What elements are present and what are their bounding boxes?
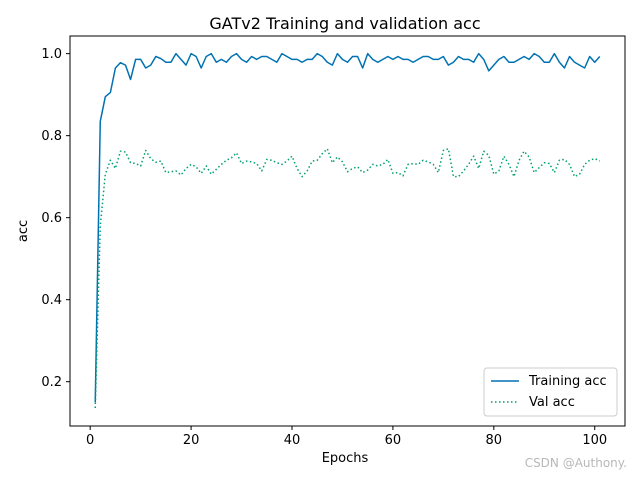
series-line-training-acc — [94, 52, 601, 403]
x-axis-label: Epochs — [322, 451, 369, 466]
series-line-val-acc — [94, 148, 601, 408]
x-axis-ticks: 0 20 40 60 80 100 — [86, 426, 607, 448]
legend: Training acc Val acc — [483, 367, 618, 417]
y-tick-label: 1.0 — [41, 47, 62, 62]
watermark-text: CSDN @Authony. — [525, 456, 627, 470]
x-tick-label: 40 — [284, 433, 301, 448]
plot-lines — [94, 52, 601, 408]
legend-label-training-acc: Training acc — [528, 374, 607, 389]
plot-area-frame — [69, 35, 626, 427]
x-tick-label: 0 — [86, 433, 94, 448]
y-tick-label: 0.6 — [41, 211, 62, 226]
y-tick-label: 0.4 — [41, 293, 62, 308]
x-tick-label: 100 — [582, 433, 607, 448]
x-tick-label: 20 — [183, 433, 200, 448]
y-tick-label: 0.8 — [41, 129, 62, 144]
y-axis-label: acc — [16, 220, 31, 242]
x-tick-label: 60 — [385, 433, 402, 448]
y-axis-ticks: 0.2 0.4 0.6 0.8 1.0 — [41, 47, 70, 390]
legend-box — [483, 367, 618, 417]
legend-label-val-acc: Val acc — [529, 395, 575, 410]
y-tick-label: 0.2 — [41, 375, 62, 390]
x-tick-label: 80 — [486, 433, 503, 448]
chart-title: GATv2 Training and validation acc — [209, 14, 480, 33]
